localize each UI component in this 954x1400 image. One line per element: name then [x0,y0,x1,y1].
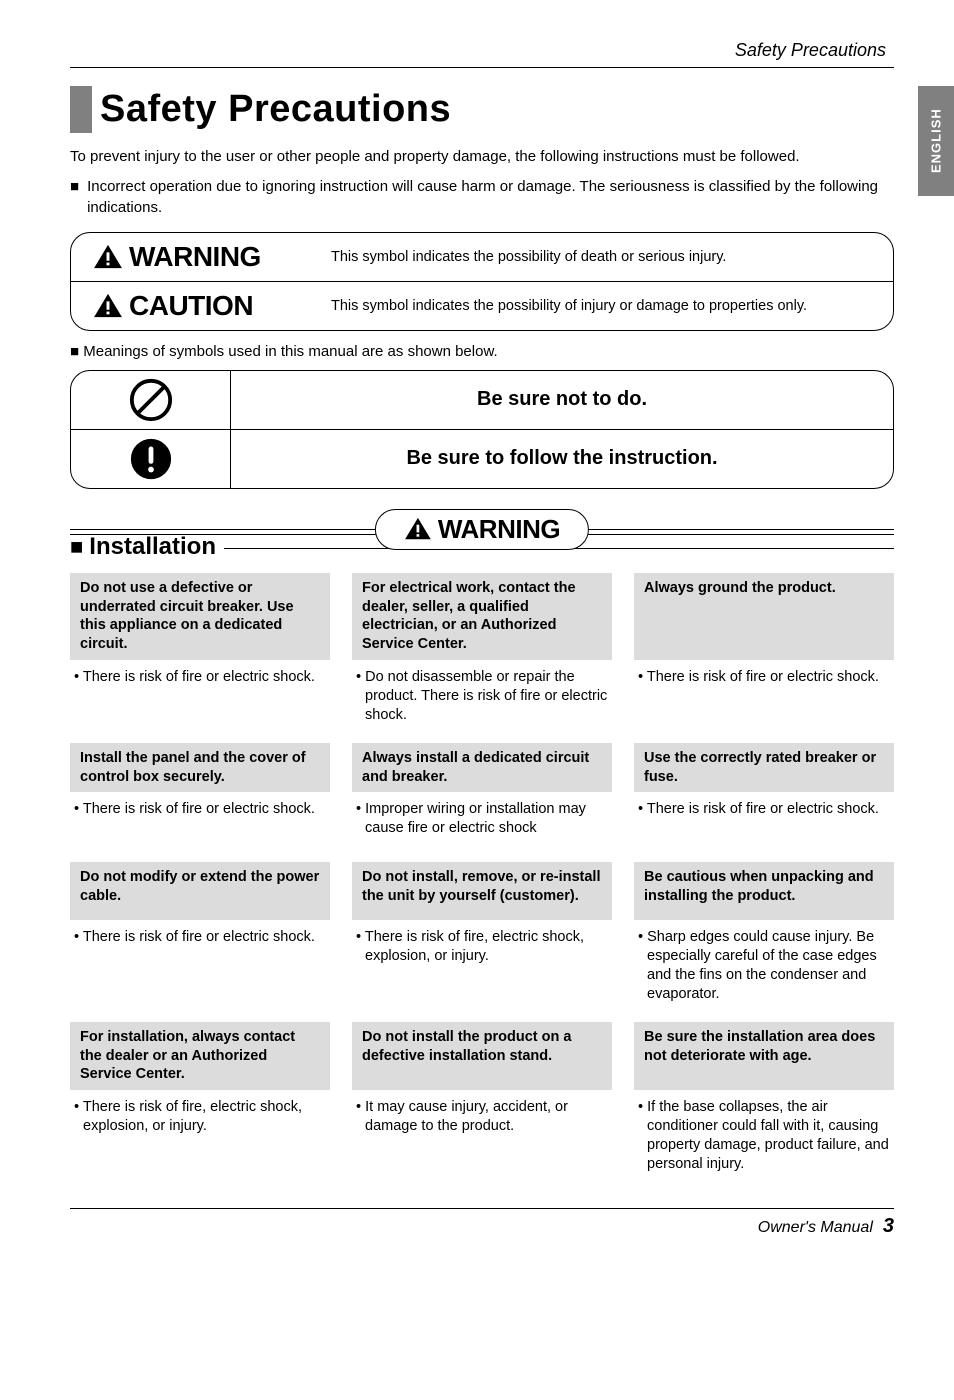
intro-paragraph: To prevent injury to the user or other p… [70,147,894,167]
square-bullet-icon: ■ [70,343,79,360]
precaution-heading: Do not install the product on a defectiv… [352,1022,612,1091]
footer: Owner's Manual 3 [70,1215,894,1238]
precaution-body: • Do not disassemble or repair the produ… [352,660,612,743]
precaution-body: • There is risk of fire or electric shoc… [634,792,894,862]
page-title-row: Safety Precautions [70,86,894,133]
caution-desc: This symbol indicates the possibility of… [331,290,893,322]
caution-def-row: CAUTION This symbol indicates the possib… [71,281,893,330]
meanings-text: Meanings of symbols used in this manual … [83,343,497,360]
legend-row-mandatory: Be sure to follow the instruction. [71,429,893,488]
meanings-line: ■ Meanings of symbols used in this manua… [70,343,894,360]
precaution-body: • There is risk of fire or electric shoc… [70,792,330,862]
warning-divider: WARNING [70,509,894,557]
prohibit-icon [128,377,174,423]
title-accent-bar [70,86,92,133]
precaution-heading: Install the panel and the cover of contr… [70,743,330,793]
legend-prohibit-text: Be sure not to do. [231,374,893,425]
warning-word: WARNING [129,241,261,273]
top-rule [70,67,894,68]
footer-page-number: 3 [883,1215,894,1238]
legend-row-prohibit: Be sure not to do. [71,371,893,429]
intro-bullet-text: Incorrect operation due to ignoring inst… [87,177,894,218]
caution-triangle-icon [93,293,123,319]
warning-triangle-icon [404,517,432,541]
signal-definition-box: WARNING This symbol indicates the possib… [70,232,894,331]
precaution-heading: Always install a dedicated circuit and b… [352,743,612,793]
precaution-heading: Do not use a defective or underrated cir… [70,573,330,660]
precaution-body: • Sharp edges could cause injury. Be esp… [634,920,894,1021]
language-tab: ENGLISH [918,86,954,196]
precaution-body: • There is risk of fire or electric shoc… [70,920,330,1021]
precaution-body: • There is risk of fire, electric shock,… [70,1090,330,1200]
legend-mandatory-text: Be sure to follow the instruction. [231,433,893,484]
precaution-body: • If the base collapses, the air conditi… [634,1090,894,1200]
warning-pill-word: WARNING [438,514,560,545]
precaution-heading: Use the correctly rated breaker or fuse. [634,743,894,793]
precaution-body: • There is risk of fire, electric shock,… [352,920,612,1021]
intro-bullet: ■ Incorrect operation due to ignoring in… [70,177,894,218]
caution-word: CAUTION [129,290,253,322]
footer-rule [70,1208,894,1209]
precaution-heading: Be sure the installation area does not d… [634,1022,894,1091]
warning-def-row: WARNING This symbol indicates the possib… [71,233,893,281]
precaution-heading: Do not install, remove, or re-install th… [352,862,612,920]
symbol-legend-box: Be sure not to do. Be sure to follow the… [70,370,894,489]
warning-triangle-icon [93,244,123,270]
precautions-grid: Do not use a defective or underrated cir… [70,573,894,1201]
running-head: Safety Precautions [70,40,894,61]
precaution-body: • There is risk of fire or electric shoc… [634,660,894,743]
precaution-heading: Always ground the product. [634,573,894,660]
page-title: Safety Precautions [96,86,451,133]
warning-desc: This symbol indicates the possibility of… [331,241,893,273]
precaution-heading: Do not modify or extend the power cable. [70,862,330,920]
precaution-body: • It may cause injury, accident, or dama… [352,1090,612,1200]
precaution-body: • There is risk of fire or electric shoc… [70,660,330,743]
precaution-heading: Be cautious when unpacking and installin… [634,862,894,920]
mandatory-icon [128,436,174,482]
footer-label: Owner's Manual [758,1219,873,1237]
precaution-heading: For electrical work, contact the dealer,… [352,573,612,660]
square-bullet-icon: ■ [70,177,79,218]
precaution-heading: For installation, always contact the dea… [70,1022,330,1091]
precaution-body: • Improper wiring or installation may ca… [352,792,612,862]
